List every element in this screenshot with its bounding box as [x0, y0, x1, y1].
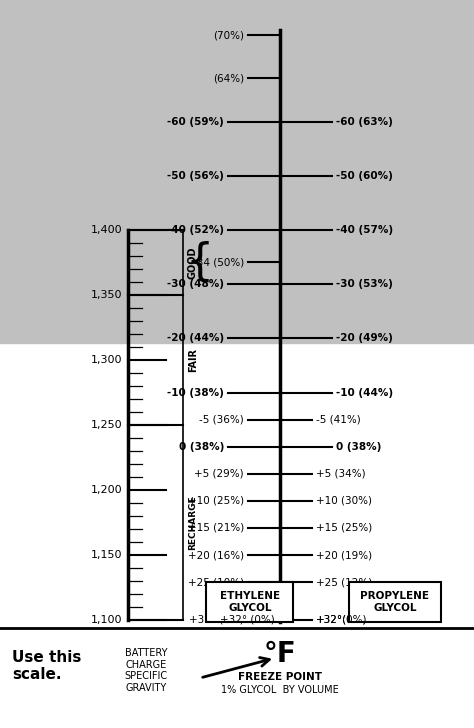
Text: +32°(0%): +32°(0%): [316, 614, 367, 624]
Text: -40 (52%): -40 (52%): [167, 225, 224, 235]
Text: +20 (16%): +20 (16%): [188, 550, 244, 560]
Text: -30 (53%): -30 (53%): [336, 279, 393, 289]
Text: RECHARGE: RECHARGE: [189, 495, 198, 550]
Text: Use this
scale.: Use this scale.: [12, 650, 82, 682]
Text: -40 (57%): -40 (57%): [336, 225, 393, 235]
FancyBboxPatch shape: [349, 582, 441, 622]
Text: -10 (38%): -10 (38%): [167, 387, 224, 397]
Text: -60 (59%): -60 (59%): [167, 116, 224, 127]
Text: +10 (30%): +10 (30%): [316, 496, 372, 506]
Text: +25 (10%): +25 (10%): [188, 577, 244, 587]
Text: 1,200: 1,200: [91, 485, 122, 495]
Text: GOOD: GOOD: [188, 246, 198, 279]
Text: (70%): (70%): [213, 30, 244, 40]
Text: +5 (29%): +5 (29%): [194, 469, 244, 479]
Text: -10 (44%): -10 (44%): [336, 387, 393, 397]
Text: -34 (50%): -34 (50%): [193, 258, 244, 267]
Text: -5 (41%): -5 (41%): [316, 414, 361, 424]
Text: PROPYLENE
GLYCOL: PROPYLENE GLYCOL: [361, 591, 429, 613]
Text: +20 (19%): +20 (19%): [316, 550, 372, 560]
Text: {: {: [186, 241, 214, 284]
Text: 1% GLYCOL  BY VOLUME: 1% GLYCOL BY VOLUME: [221, 685, 339, 695]
Text: +32° (0%): +32° (0%): [189, 615, 244, 625]
Text: -20 (49%): -20 (49%): [336, 333, 393, 344]
Text: BATTERY
CHARGE
SPECIFIC
GRAVITY: BATTERY CHARGE SPECIFIC GRAVITY: [125, 648, 168, 693]
Text: 1,300: 1,300: [91, 355, 122, 365]
Text: (64%): (64%): [213, 74, 244, 83]
Text: +10 (25%): +10 (25%): [188, 496, 244, 506]
Text: 0 (38%): 0 (38%): [336, 442, 382, 451]
Text: ETHYLENE
GLYCOL: ETHYLENE GLYCOL: [220, 591, 280, 613]
Text: 1,400: 1,400: [91, 225, 122, 235]
Text: +32° (0%): +32° (0%): [220, 614, 275, 624]
Text: -50 (60%): -50 (60%): [336, 171, 393, 181]
Text: +15 (25%): +15 (25%): [316, 523, 372, 533]
Text: 1,250: 1,250: [91, 420, 122, 430]
Text: FAIR: FAIR: [188, 348, 198, 372]
Text: -60 (63%): -60 (63%): [336, 116, 393, 127]
FancyBboxPatch shape: [207, 582, 293, 622]
Text: °F: °F: [264, 640, 296, 668]
Text: 1,350: 1,350: [91, 290, 122, 300]
Text: +32°(0%): +32°(0%): [316, 615, 367, 625]
Bar: [0, 0, 474, 344]
Text: +5 (34%): +5 (34%): [316, 469, 365, 479]
Text: -20 (44%): -20 (44%): [167, 333, 224, 344]
Text: FREEZE POINT: FREEZE POINT: [238, 672, 322, 682]
Text: 0 (38%): 0 (38%): [179, 442, 224, 451]
Text: 1,150: 1,150: [91, 550, 122, 560]
Text: +25 (12%): +25 (12%): [316, 577, 372, 587]
Text: -50 (56%): -50 (56%): [167, 171, 224, 181]
Text: -30 (48%): -30 (48%): [167, 279, 224, 289]
Text: +15 (21%): +15 (21%): [188, 523, 244, 533]
Text: 1,100: 1,100: [91, 615, 122, 625]
Text: -5 (36%): -5 (36%): [199, 414, 244, 424]
